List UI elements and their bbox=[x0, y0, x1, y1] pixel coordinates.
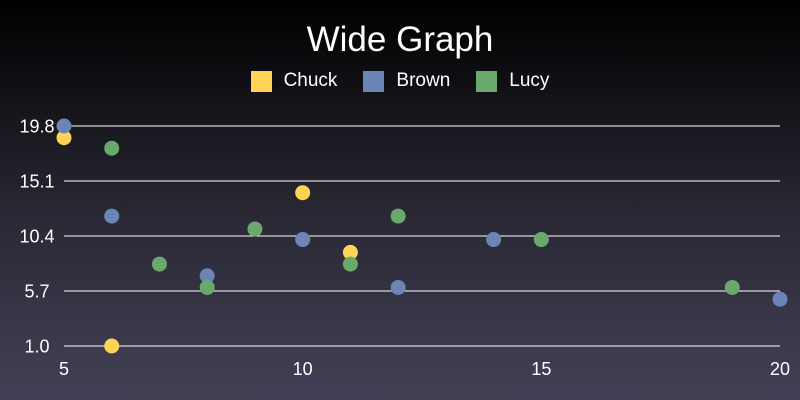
point-lucy[interactable] bbox=[247, 221, 263, 237]
point-brown[interactable] bbox=[390, 279, 406, 295]
point-brown[interactable] bbox=[199, 268, 215, 284]
point-lucy[interactable] bbox=[199, 279, 215, 295]
x-tick-label: 5 bbox=[59, 359, 69, 379]
point-brown[interactable] bbox=[772, 291, 788, 307]
y-tick-label: 1.0 bbox=[24, 337, 49, 357]
legend-item-lucy[interactable]: Lucy bbox=[476, 70, 549, 92]
point-lucy[interactable] bbox=[390, 208, 406, 224]
point-brown[interactable] bbox=[104, 208, 120, 224]
point-lucy[interactable] bbox=[533, 232, 549, 248]
point-chuck[interactable] bbox=[342, 244, 358, 260]
point-lucy[interactable] bbox=[151, 256, 167, 272]
point-brown[interactable] bbox=[56, 118, 72, 134]
y-tick-label: 15.1 bbox=[19, 172, 54, 192]
point-lucy[interactable] bbox=[342, 256, 358, 272]
x-tick-label: 15 bbox=[531, 359, 551, 379]
y-tick-label: 10.4 bbox=[19, 227, 54, 247]
chart-title: Wide Graph bbox=[306, 20, 494, 59]
legend-label-lucy: Lucy bbox=[509, 70, 550, 91]
point-chuck[interactable] bbox=[104, 338, 120, 354]
legend-swatch-chuck bbox=[250, 70, 272, 92]
point-brown[interactable] bbox=[295, 232, 311, 248]
point-brown[interactable] bbox=[486, 232, 502, 248]
point-chuck[interactable] bbox=[295, 185, 311, 201]
legend: Chuck Brown Lucy bbox=[0, 68, 800, 94]
legend-swatch-lucy bbox=[476, 70, 498, 92]
legend-item-brown[interactable]: Brown bbox=[363, 70, 450, 92]
legend-swatch-brown bbox=[363, 70, 385, 92]
x-tick-label: 10 bbox=[293, 359, 313, 379]
x-tick-label: 20 bbox=[770, 359, 790, 379]
y-tick-label: 5.7 bbox=[24, 282, 49, 302]
point-lucy[interactable] bbox=[724, 279, 740, 295]
y-tick-label: 19.8 bbox=[19, 117, 54, 137]
legend-label-chuck: Chuck bbox=[283, 70, 338, 91]
legend-label-brown: Brown bbox=[396, 70, 451, 91]
legend-item-chuck[interactable]: Chuck bbox=[250, 70, 338, 92]
point-chuck[interactable] bbox=[56, 130, 72, 146]
point-lucy[interactable] bbox=[104, 140, 120, 156]
